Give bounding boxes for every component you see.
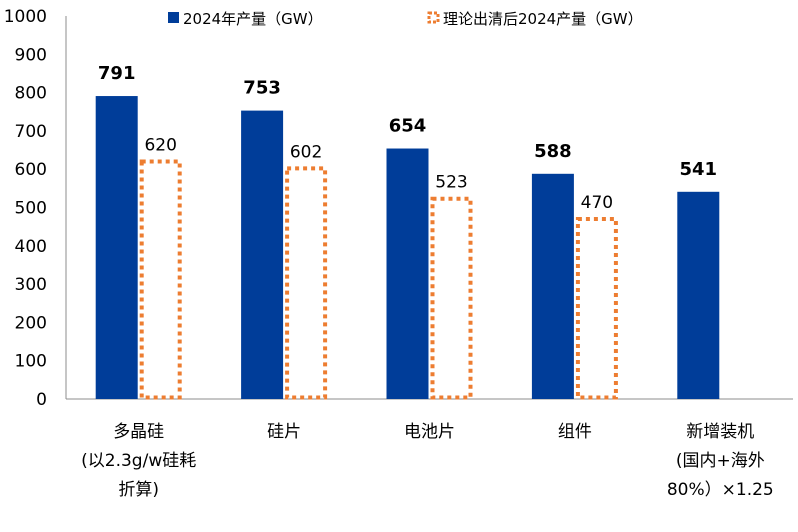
y-axis: 0 100 200 300 400 500 600 700 800 900 1000 bbox=[4, 7, 67, 410]
bar-post-clearing-output bbox=[575, 216, 618, 400]
y-tick-label: 800 bbox=[15, 84, 47, 104]
y-tick-label: 700 bbox=[15, 122, 47, 142]
y-tick-label: 100 bbox=[15, 352, 47, 372]
x-category-label: 新增装机 (国内+海外 80%）×1.25 bbox=[667, 422, 774, 500]
x-category-label-line: (国内+海外 bbox=[676, 451, 765, 471]
x-axis: 多晶硅 (以2.3g/w硅耗折算) 硅片 电池片 组件 新增装机 (国内+海外 80%）×1.… bbox=[66, 398, 793, 500]
y-tick-label: 500 bbox=[15, 199, 47, 219]
data-label-2024-output: 588 bbox=[534, 141, 572, 162]
x-category-label: 组件 bbox=[558, 422, 592, 442]
bar-2024-output bbox=[677, 191, 720, 399]
data-label-2024-output: 753 bbox=[243, 78, 281, 99]
x-category-label: 硅片 bbox=[267, 422, 301, 442]
bar-2024-output bbox=[386, 148, 429, 399]
x-category-label-line: (以2.3g/w硅耗 bbox=[81, 451, 196, 471]
y-tick-label: 200 bbox=[15, 313, 47, 333]
bar-2024-output bbox=[241, 110, 284, 399]
bar-series bbox=[95, 96, 720, 400]
data-label-post-clearing-output: 602 bbox=[290, 142, 322, 162]
legend-swatch-2024-output bbox=[168, 12, 179, 23]
y-tick-label: 600 bbox=[15, 160, 47, 180]
x-category-label: 多晶硅 (以2.3g/w硅耗折算) bbox=[81, 422, 196, 500]
bar-post-clearing-output bbox=[430, 196, 473, 400]
x-category-label-line: 折算) bbox=[118, 480, 159, 500]
y-tick-label: 400 bbox=[15, 237, 47, 257]
bar-post-clearing-output bbox=[139, 159, 182, 400]
x-category-label-line: 多晶硅 bbox=[113, 422, 164, 442]
x-category-label-line: 硅片 bbox=[267, 422, 301, 442]
x-category-label-line: 组件 bbox=[558, 422, 592, 442]
x-category-label: 电池片 bbox=[404, 422, 455, 442]
y-tick-label: 300 bbox=[15, 275, 47, 295]
x-category-label-line: 80%）×1.25 bbox=[667, 480, 774, 500]
data-label-2024-output: 654 bbox=[389, 116, 427, 137]
data-label-post-clearing-output: 470 bbox=[581, 193, 613, 213]
bar-2024-output bbox=[531, 173, 574, 399]
legend: 2024年产量（GW） 理论出清后2024产量（GW） bbox=[168, 10, 643, 28]
legend-label-post-clearing-output: 理论出清后2024产量（GW） bbox=[443, 10, 643, 28]
data-labels: 791 620 753 602 654 523 588 470 541 bbox=[98, 63, 717, 213]
y-tick-label: 1000 bbox=[4, 7, 47, 27]
legend-swatch-post-clearing-output bbox=[427, 11, 440, 24]
data-label-2024-output: 791 bbox=[98, 63, 136, 84]
data-label-2024-output: 541 bbox=[680, 159, 718, 180]
bar-2024-output bbox=[95, 96, 138, 399]
y-tick-label: 0 bbox=[36, 390, 47, 410]
y-tick-label: 900 bbox=[15, 45, 47, 65]
legend-label-2024-output: 2024年产量（GW） bbox=[183, 10, 323, 28]
x-category-label-line: 电池片 bbox=[404, 422, 455, 442]
data-label-post-clearing-output: 523 bbox=[435, 173, 467, 193]
data-label-post-clearing-output: 620 bbox=[144, 136, 176, 156]
bar-post-clearing-output bbox=[285, 166, 328, 400]
x-category-label-line: 新增装机 bbox=[686, 422, 754, 442]
